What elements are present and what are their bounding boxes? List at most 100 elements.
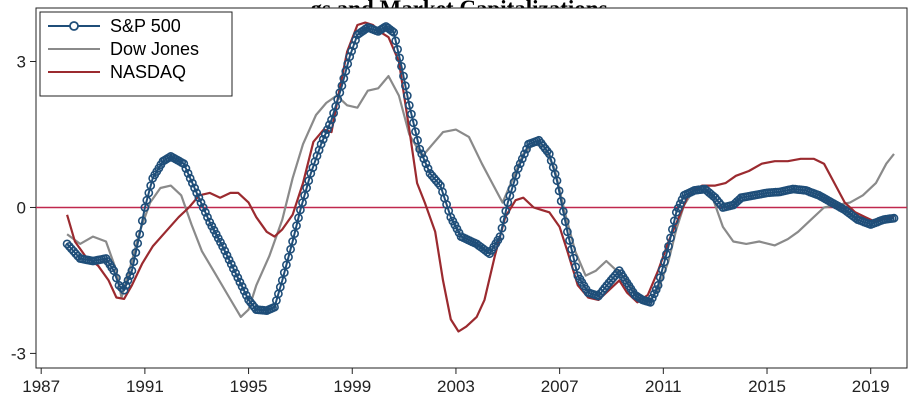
data-point-s-p-500 [226,259,236,269]
data-point-s-p-500 [673,203,683,213]
data-point-s-p-500 [501,206,511,216]
data-point-s-p-500 [194,193,204,203]
data-point-s-p-500 [137,216,147,226]
data-point-s-p-500 [515,159,525,169]
data-point-s-p-500 [400,81,410,91]
data-point-s-p-500 [64,241,74,251]
data-point-s-p-500 [413,135,422,145]
data-point-s-p-500 [417,149,427,159]
data-point-s-p-500 [218,241,227,251]
data-point-s-p-500 [294,213,303,223]
data-point-s-p-500 [662,249,671,259]
data-point-s-p-500 [286,244,295,254]
data-point-s-p-500 [419,154,429,164]
y-tick-label: 0 [17,198,26,217]
data-point-s-p-500 [181,164,191,173]
data-point-s-p-500 [513,164,523,173]
data-point-s-p-500 [119,285,129,295]
x-tick-label: 2019 [852,377,890,396]
data-point-s-p-500 [397,62,406,71]
data-point-s-p-500 [62,239,72,249]
data-point-s-p-500 [203,212,212,222]
axis-ticks: 1987 1991 1995 1999 2003 2007 2011 2015 2019 -3 0 3 [11,53,890,396]
data-point-s-p-500 [200,207,210,217]
data-point-s-p-500 [664,241,673,251]
data-point-s-p-500 [554,186,564,196]
x-tick-label: 2015 [748,377,786,396]
data-point-s-p-500 [320,130,330,139]
data-point-s-p-500 [288,237,297,246]
data-point-s-p-500 [228,264,238,274]
data-point-s-p-500 [565,236,574,245]
data-point-s-p-500 [135,229,145,239]
series-line-nasdaq [66,21,894,333]
x-tick-label: 2011 [645,377,682,396]
data-point-s-p-500 [196,198,206,207]
data-point-s-p-500 [292,221,301,231]
data-point-s-p-500 [351,35,360,45]
data-point-s-p-500 [109,266,119,276]
data-point-s-p-500 [222,250,232,260]
data-point-s-p-500 [408,118,418,128]
data-point-s-p-500 [517,154,527,164]
data-point-s-p-500 [433,178,443,188]
data-point-s-p-500 [402,91,412,100]
data-point-s-p-500 [483,247,492,257]
series-layer [62,21,899,333]
data-point-s-p-500 [387,26,397,36]
legend-marker-s-p-500 [69,21,79,31]
x-tick-label: 1999 [333,377,371,396]
data-point-s-p-500 [669,216,679,226]
data-point-s-p-500 [318,134,328,144]
data-point-s-p-500 [129,257,139,266]
data-point-s-p-500 [187,178,197,188]
data-point-s-p-500 [556,196,566,206]
data-point-s-p-500 [220,246,230,256]
data-point-s-p-500 [237,282,247,291]
data-point-s-p-500 [125,271,135,280]
data-point-s-p-500 [123,275,133,285]
data-point-s-p-500 [668,224,677,234]
data-point-s-p-500 [241,290,251,300]
data-point-s-p-500 [395,53,404,63]
data-point-s-p-500 [190,183,199,193]
data-point-s-p-500 [345,52,355,61]
data-point-s-p-500 [497,223,507,233]
data-point-s-p-500 [657,265,667,275]
legend-label-s-p-500: S&P 500 [110,16,181,36]
data-point-s-p-500 [655,273,665,282]
data-point-s-p-500 [239,286,249,296]
data-point-s-p-500 [198,203,208,212]
data-point-s-p-500 [671,207,681,217]
data-point-s-p-500 [889,213,899,223]
data-point-s-p-500 [179,159,189,169]
data-point-s-p-500 [415,144,425,154]
data-point-s-p-500 [558,206,568,216]
data-point-s-p-500 [393,45,402,54]
legend-label-nasdaq: NASDAQ [110,62,186,82]
data-point-s-p-500 [552,176,562,186]
data-point-s-p-500 [281,260,291,270]
data-point-s-p-500 [185,173,195,183]
series-line-dow-jones [66,75,895,318]
data-point-s-p-500 [522,144,531,154]
data-point-s-p-500 [563,227,572,237]
data-point-s-p-500 [560,217,570,226]
data-point-s-p-500 [569,253,578,263]
data-point-s-p-500 [423,164,433,173]
data-point-s-p-500 [324,120,334,130]
legend: S&P 500 Dow Jones NASDAQ [39,11,233,97]
data-point-s-p-500 [660,257,669,267]
x-tick-label: 1995 [230,377,268,396]
data-point-s-p-500 [399,71,408,81]
data-point-s-p-500 [649,289,659,299]
data-point-s-p-500 [233,273,243,282]
data-point-s-p-500 [231,268,240,278]
data-point-s-p-500 [646,297,655,307]
data-point-s-p-500 [290,229,299,238]
data-point-s-p-500 [183,168,193,178]
data-point-s-p-500 [277,275,287,285]
y-tick-label: -3 [11,344,26,363]
data-point-s-p-500 [117,283,126,293]
